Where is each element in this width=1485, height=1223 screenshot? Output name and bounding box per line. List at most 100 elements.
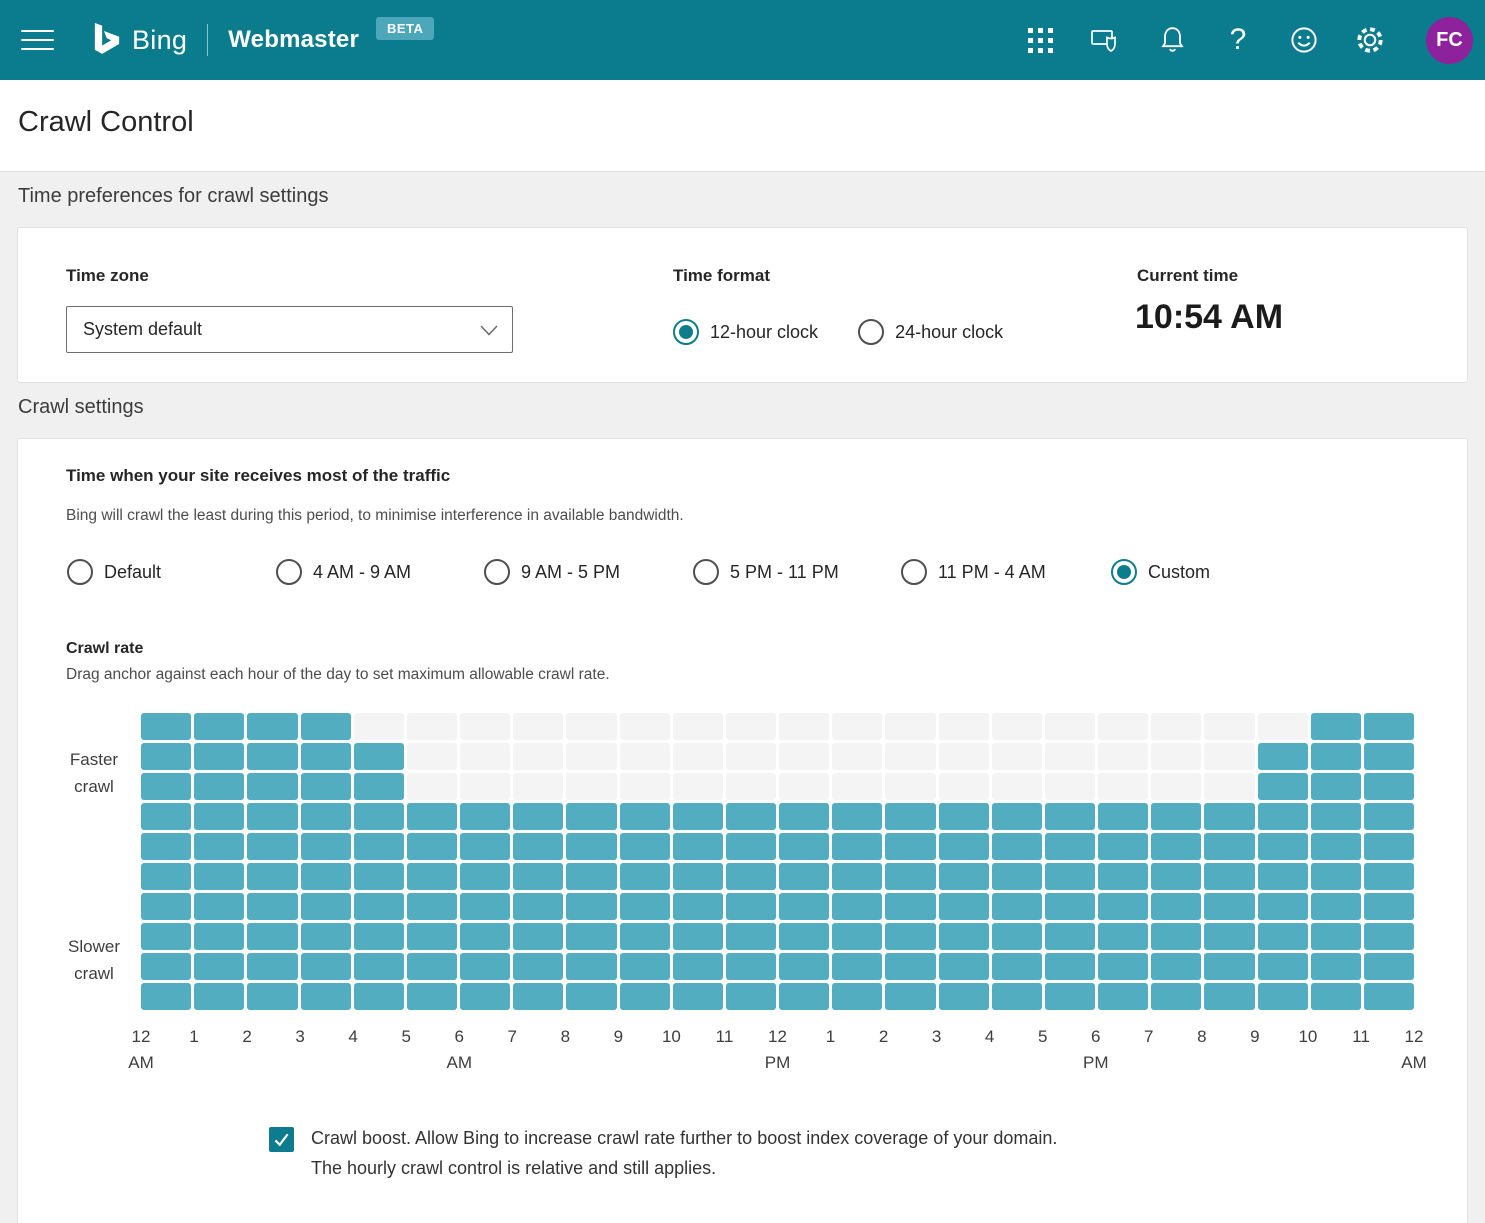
crawl-rate-cell[interactable]	[566, 833, 616, 860]
radio-time-format-12-hour-clock[interactable]: 12-hour clock	[673, 319, 818, 345]
crawl-rate-cell[interactable]	[513, 773, 563, 800]
radio-button-icon[interactable]	[1111, 559, 1137, 585]
crawl-rate-cell[interactable]	[1045, 803, 1095, 830]
crawl-rate-cell[interactable]	[885, 863, 935, 890]
crawl-rate-cell[interactable]	[1098, 713, 1148, 740]
crawl-rate-cell[interactable]	[460, 953, 510, 980]
crawl-rate-cell[interactable]	[779, 803, 829, 830]
crawl-rate-cell[interactable]	[301, 893, 351, 920]
crawl-rate-cell[interactable]	[1258, 953, 1308, 980]
crawl-rate-cell[interactable]	[1258, 713, 1308, 740]
crawl-rate-cell[interactable]	[141, 983, 191, 1010]
crawl-rate-cell[interactable]	[620, 833, 670, 860]
bing-logo-icon[interactable]	[91, 23, 123, 57]
crawl-rate-cell[interactable]	[460, 893, 510, 920]
time-zone-dropdown[interactable]: System default	[66, 306, 513, 353]
crawl-rate-cell[interactable]	[1098, 833, 1148, 860]
radio-button-icon[interactable]	[67, 559, 93, 585]
crawl-rate-cell[interactable]	[1204, 953, 1254, 980]
crawl-rate-cell[interactable]	[1098, 743, 1148, 770]
crawl-rate-cell[interactable]	[885, 953, 935, 980]
crawl-rate-cell[interactable]	[673, 893, 723, 920]
crawl-rate-cell[interactable]	[673, 923, 723, 950]
crawl-rate-cell[interactable]	[301, 803, 351, 830]
radio-button-icon[interactable]	[858, 319, 884, 345]
crawl-rate-cell[interactable]	[1258, 773, 1308, 800]
crawl-rate-cell[interactable]	[1311, 803, 1361, 830]
crawl-rate-cell[interactable]	[460, 833, 510, 860]
crawl-rate-cell[interactable]	[1045, 743, 1095, 770]
crawl-rate-cell[interactable]	[407, 833, 457, 860]
crawl-rate-cell[interactable]	[779, 923, 829, 950]
crawl-rate-cell[interactable]	[1045, 953, 1095, 980]
crawl-rate-cell[interactable]	[832, 713, 882, 740]
crawl-rate-cell[interactable]	[1098, 983, 1148, 1010]
crawl-rate-cell[interactable]	[726, 893, 776, 920]
crawl-rate-cell[interactable]	[992, 773, 1042, 800]
crawl-rate-cell[interactable]	[407, 893, 457, 920]
crawl-rate-cell[interactable]	[779, 833, 829, 860]
crawl-rate-cell[interactable]	[354, 863, 404, 890]
crawl-rate-cell[interactable]	[673, 953, 723, 980]
crawl-rate-cell[interactable]	[832, 893, 882, 920]
crawl-rate-cell[interactable]	[1045, 983, 1095, 1010]
crawl-rate-cell[interactable]	[301, 983, 351, 1010]
crawl-rate-cell[interactable]	[939, 983, 989, 1010]
crawl-rate-cell[interactable]	[1311, 773, 1361, 800]
crawl-rate-cell[interactable]	[566, 863, 616, 890]
crawl-rate-cell[interactable]	[301, 833, 351, 860]
crawl-rate-cell[interactable]	[141, 863, 191, 890]
crawl-rate-cell[interactable]	[1204, 713, 1254, 740]
crawl-rate-cell[interactable]	[354, 833, 404, 860]
crawl-rate-cell[interactable]	[141, 743, 191, 770]
bing-wordmark[interactable]: Bing	[132, 25, 187, 56]
crawl-rate-cell[interactable]	[566, 983, 616, 1010]
crawl-rate-cell[interactable]	[407, 803, 457, 830]
crawl-rate-cell[interactable]	[992, 833, 1042, 860]
crawl-rate-cell[interactable]	[779, 773, 829, 800]
crawl-rate-cell[interactable]	[726, 713, 776, 740]
crawl-rate-cell[interactable]	[141, 923, 191, 950]
crawl-rate-cell[interactable]	[566, 743, 616, 770]
crawl-rate-cell[interactable]	[992, 983, 1042, 1010]
crawl-rate-cell[interactable]	[1045, 923, 1095, 950]
crawl-rate-cell[interactable]	[247, 743, 297, 770]
crawl-rate-cell[interactable]	[832, 953, 882, 980]
crawl-rate-cell[interactable]	[1204, 773, 1254, 800]
crawl-rate-cell[interactable]	[566, 773, 616, 800]
crawl-rate-cell[interactable]	[1364, 983, 1414, 1010]
radio-traffic-11-pm-4-am[interactable]: 11 PM - 4 AM	[901, 559, 1046, 585]
crawl-rate-cell[interactable]	[992, 743, 1042, 770]
crawl-rate-cell[interactable]	[620, 773, 670, 800]
crawl-rate-cell[interactable]	[673, 713, 723, 740]
crawl-rate-cell[interactable]	[726, 923, 776, 950]
crawl-rate-cell[interactable]	[194, 713, 244, 740]
crawl-rate-cell[interactable]	[460, 923, 510, 950]
crawl-rate-cell[interactable]	[1258, 893, 1308, 920]
crawl-rate-cell[interactable]	[354, 773, 404, 800]
crawl-rate-cell[interactable]	[194, 743, 244, 770]
crawl-rate-cell[interactable]	[407, 983, 457, 1010]
crawl-rate-cell[interactable]	[1151, 713, 1201, 740]
crawl-rate-cell[interactable]	[513, 863, 563, 890]
crawl-rate-cell[interactable]	[885, 743, 935, 770]
crawl-rate-cell[interactable]	[301, 953, 351, 980]
crawl-rate-cell[interactable]	[1151, 983, 1201, 1010]
crawl-rate-cell[interactable]	[1204, 893, 1254, 920]
crawl-rate-cell[interactable]	[1311, 743, 1361, 770]
crawl-rate-cell[interactable]	[885, 713, 935, 740]
crawl-rate-cell[interactable]	[566, 923, 616, 950]
crawl-rate-cell[interactable]	[1098, 923, 1148, 950]
crawl-rate-cell[interactable]	[832, 833, 882, 860]
crawl-rate-cell[interactable]	[141, 953, 191, 980]
crawl-rate-cell[interactable]	[620, 893, 670, 920]
radio-button-icon[interactable]	[693, 559, 719, 585]
crawl-rate-cell[interactable]	[407, 773, 457, 800]
crawl-rate-cell[interactable]	[779, 743, 829, 770]
crawl-rate-cell[interactable]	[1151, 773, 1201, 800]
crawl-rate-cell[interactable]	[673, 773, 723, 800]
crawl-rate-grid[interactable]	[141, 713, 1414, 1010]
crawl-rate-cell[interactable]	[1151, 923, 1201, 950]
crawl-rate-cell[interactable]	[939, 863, 989, 890]
crawl-rate-cell[interactable]	[513, 713, 563, 740]
